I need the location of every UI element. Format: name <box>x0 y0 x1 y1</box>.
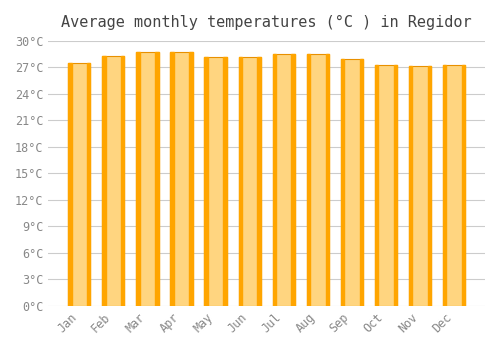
Bar <box>224 57 226 306</box>
Bar <box>102 56 124 306</box>
Bar <box>443 65 465 306</box>
Title: Average monthly temperatures (°C ) in Regidor: Average monthly temperatures (°C ) in Re… <box>62 15 472 30</box>
Bar <box>238 57 260 306</box>
Bar <box>306 54 310 306</box>
Bar <box>68 63 90 306</box>
Bar <box>272 54 276 306</box>
Bar <box>170 52 173 306</box>
Bar <box>204 57 208 306</box>
Bar <box>292 54 295 306</box>
Bar <box>428 66 431 306</box>
Bar <box>306 54 329 306</box>
Bar <box>462 65 465 306</box>
Bar <box>409 66 431 306</box>
Bar <box>155 51 158 306</box>
Bar <box>409 66 412 306</box>
Bar <box>190 52 192 306</box>
Bar <box>326 54 329 306</box>
Bar <box>136 51 158 306</box>
Bar <box>258 57 260 306</box>
Bar <box>375 65 397 306</box>
Bar <box>394 65 397 306</box>
Bar <box>443 65 446 306</box>
Bar <box>272 54 295 306</box>
Bar <box>102 56 106 306</box>
Bar <box>87 63 90 306</box>
Bar <box>204 57 227 306</box>
Bar <box>341 58 344 306</box>
Bar <box>136 51 140 306</box>
Bar <box>360 58 363 306</box>
Bar <box>121 56 124 306</box>
Bar <box>238 57 242 306</box>
Bar <box>341 58 363 306</box>
Bar <box>375 65 378 306</box>
Bar <box>170 52 192 306</box>
Bar <box>68 63 71 306</box>
